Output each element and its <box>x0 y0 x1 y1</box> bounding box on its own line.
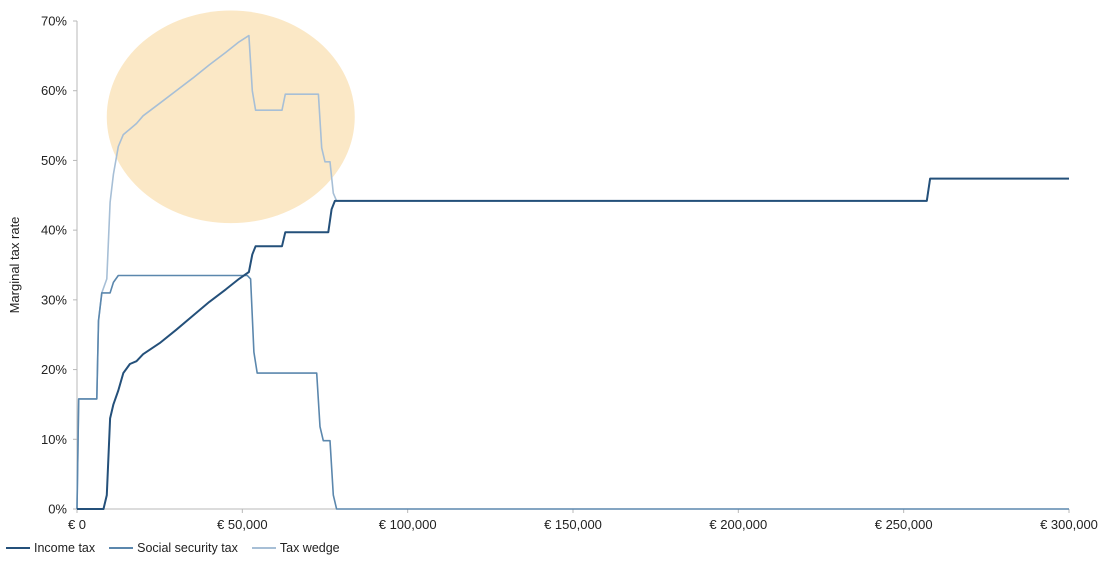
x-tick-label: € 250,000 <box>875 517 933 532</box>
x-tick-label: € 200,000 <box>709 517 767 532</box>
legend-item: Social security tax <box>109 541 238 555</box>
legend-item: Tax wedge <box>251 541 340 555</box>
x-tick-label: € 300,000 <box>1040 517 1098 532</box>
y-tick-label: 20% <box>41 362 67 377</box>
y-axis-label: Marginal tax rate <box>7 217 22 314</box>
series-line-social-security-tax <box>76 274 1069 510</box>
legend-label: Income tax <box>34 541 96 555</box>
legend-label: Tax wedge <box>279 541 340 555</box>
legend-label: Social security tax <box>137 541 238 555</box>
legend-swatch <box>109 547 134 549</box>
series-line-income-tax <box>77 177 1069 510</box>
y-tick-label: 0% <box>48 502 67 517</box>
y-tick-labels: 0% 10% 20% 30% 40% 50% 60% 70% <box>41 14 77 517</box>
x-tick-labels: € 0 € 50,000 € 100,000 € 150,000 € 200,000 € … <box>68 509 1098 532</box>
legend-swatch <box>6 547 30 549</box>
legend: Income tax Social security tax Tax wedge <box>6 541 340 555</box>
y-tick-label: 40% <box>41 223 67 238</box>
x-tick-label: € 0 <box>68 517 86 532</box>
series-line-tax-wedge <box>76 34 1069 510</box>
y-tick-label: 70% <box>41 14 67 29</box>
highlight-ellipse <box>106 10 355 224</box>
x-tick-label: € 150,000 <box>544 517 602 532</box>
x-tick-label: € 50,000 <box>217 517 268 532</box>
y-tick-label: 10% <box>41 432 67 447</box>
legend-item: Income tax <box>6 541 95 555</box>
y-tick-label: 30% <box>41 292 67 307</box>
y-tick-label: 60% <box>41 83 67 98</box>
legend-swatch <box>251 547 276 549</box>
x-tick-label: € 100,000 <box>379 517 437 532</box>
series-lines <box>76 34 1069 510</box>
y-tick-label: 50% <box>41 153 67 168</box>
